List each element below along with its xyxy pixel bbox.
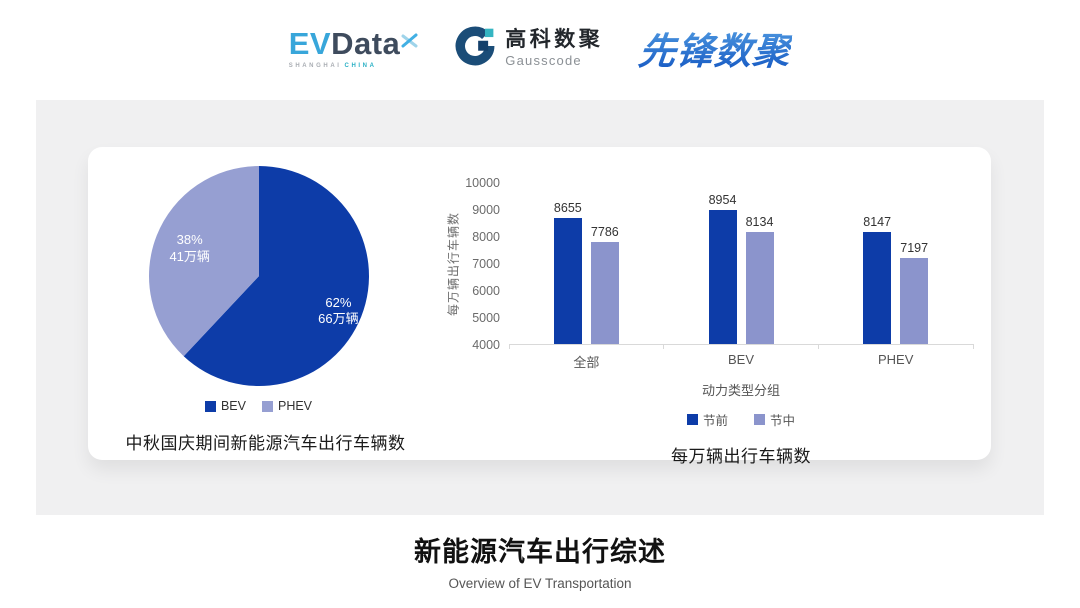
bar-with-label: 8655 bbox=[553, 201, 582, 344]
y-tick-label: 5000 bbox=[472, 311, 500, 325]
bar-with-label: 8147 bbox=[863, 215, 892, 344]
evdata-logo: EV Data SHANGHAI CHINA bbox=[289, 28, 419, 69]
bar-value-label: 8147 bbox=[863, 215, 892, 230]
pie-slice-bev bbox=[183, 166, 369, 386]
bar-with-label: 8954 bbox=[708, 193, 737, 344]
gausscode-logo: 高科数聚 Gausscode bbox=[454, 25, 603, 72]
y-tick-label: 10000 bbox=[465, 176, 500, 190]
footer: 新能源汽车出行综述 Overview of EV Transportation bbox=[0, 530, 1080, 591]
bar-chart: 每万辆出行车辆数 10000 9000 8000 7000 6000 5000 4000 8… bbox=[443, 176, 974, 352]
bar-value-label: 8134 bbox=[745, 215, 774, 230]
evdata-data-text: Data bbox=[331, 25, 401, 61]
pie-legend: BEV PHEV bbox=[204, 399, 313, 413]
bar-chart-section: 每万辆出行车辆数 10000 9000 8000 7000 6000 5000 4000 8… bbox=[443, 147, 991, 466]
pie-bev-amount: 66万辆 bbox=[318, 311, 359, 327]
legend-item: 节前 bbox=[686, 410, 728, 429]
bar-group: 8655 7786 bbox=[509, 201, 664, 344]
bar-with-label: 7197 bbox=[900, 240, 929, 344]
pie-phev-percent: 38% bbox=[176, 232, 203, 248]
evdata-wordmark: EV Data bbox=[289, 28, 419, 59]
charts-card: 62% 66万辆 38% 41万辆 BEV PHEV 中秋国庆期间新能源汽车 bbox=[88, 147, 991, 466]
bar-value-label: 8655 bbox=[553, 201, 582, 216]
y-axis-title: 每万辆出行车辆数 bbox=[446, 211, 461, 316]
y-axis-ticks: 10000 9000 8000 7000 6000 5000 4000 bbox=[463, 176, 509, 352]
bar-legend: 节前 节中 bbox=[509, 410, 973, 429]
x-axis-tick bbox=[663, 344, 665, 349]
bar-value-label: 8954 bbox=[708, 193, 737, 208]
evdata-ev-text: EV bbox=[288, 25, 332, 61]
bar-value-label: 7197 bbox=[900, 240, 929, 255]
y-tick-label: 9000 bbox=[472, 203, 500, 217]
bar-group: 8147 7197 bbox=[818, 215, 973, 344]
bar-PHEV-节前 bbox=[863, 232, 892, 344]
bar-with-label: 7786 bbox=[590, 224, 619, 344]
bar-全部-节前 bbox=[553, 218, 582, 344]
pie-legend-swatch bbox=[204, 400, 216, 412]
bar-group: 8954 8134 bbox=[664, 193, 819, 344]
bar-chart-title: 每万辆出行车辆数 bbox=[671, 447, 811, 466]
pie-chart-title: 中秋国庆期间新能源汽车出行车辆数 bbox=[125, 434, 406, 453]
page-title: 新能源汽车出行综述 bbox=[414, 537, 666, 567]
gausscode-en-text: Gausscode bbox=[505, 52, 582, 68]
pie-label-bev: 62% 66万辆 bbox=[318, 295, 358, 329]
pioneer-logo: 先锋数聚 bbox=[636, 21, 794, 75]
gausscode-text: 高科数聚 Gausscode bbox=[505, 28, 603, 67]
bar-BEV-节中 bbox=[745, 232, 774, 344]
category-row: 全部 BEV PHEV bbox=[509, 352, 973, 371]
page-subtitle: Overview of EV Transportation bbox=[448, 576, 632, 591]
pie-chart-section: 62% 66万辆 38% 41万辆 BEV PHEV 中秋国庆期间新能源汽车 bbox=[88, 147, 443, 460]
bar-value-label: 7786 bbox=[590, 224, 619, 239]
evdata-subtitle: SHANGHAI CHINA bbox=[289, 63, 377, 69]
category-label: 全部 bbox=[573, 355, 600, 370]
pie-label-phev: 38% 41万辆 bbox=[169, 232, 209, 266]
category-label: PHEV bbox=[877, 352, 914, 367]
pie-legend-swatch bbox=[261, 400, 273, 412]
legend-label: 节中 bbox=[770, 414, 796, 428]
legend-label: PHEV bbox=[277, 399, 313, 413]
pie-slice-phev bbox=[148, 166, 259, 357]
content-panel: 62% 66万辆 38% 41万辆 BEV PHEV 中秋国庆期间新能源汽车 bbox=[36, 100, 1044, 515]
y-tick-label: 8000 bbox=[472, 230, 500, 244]
bar-PHEV-节中 bbox=[900, 257, 929, 344]
pie-phev-amount: 41万辆 bbox=[169, 249, 210, 265]
legend-item: BEV bbox=[204, 399, 246, 413]
evdata-china-text: CHINA bbox=[344, 62, 377, 69]
bar-with-label: 8134 bbox=[745, 215, 774, 344]
y-tick-label: 7000 bbox=[472, 257, 500, 271]
gausscode-logo-icon bbox=[454, 25, 496, 72]
bar-plot: 8655 7786 8954 8134 8147 7197 bbox=[508, 182, 974, 349]
legend-swatch bbox=[754, 414, 765, 425]
y-axis-title-wrap: 每万辆出行车辆数 bbox=[443, 182, 463, 345]
legend-label: BEV bbox=[220, 399, 246, 413]
gausscode-cn-text: 高科数聚 bbox=[505, 28, 604, 52]
pie-chart: 62% 66万辆 38% 41万辆 bbox=[148, 165, 370, 387]
y-tick-label: 6000 bbox=[472, 284, 500, 298]
evdata-shanghai-text: SHANGHAI bbox=[288, 62, 342, 69]
header-logos: EV Data SHANGHAI CHINA 高科数聚 Gausscode 先锋数 bbox=[0, 16, 1080, 80]
x-axis-tick bbox=[508, 344, 510, 349]
y-tick-label: 4000 bbox=[472, 338, 500, 352]
legend-item: 节中 bbox=[754, 410, 795, 429]
x-axis-tick bbox=[972, 344, 974, 349]
bar-全部-节中 bbox=[590, 241, 619, 344]
category-label: BEV bbox=[728, 352, 755, 367]
x-axis-tick bbox=[817, 344, 819, 349]
x-axis-title: 动力类型分组 bbox=[701, 383, 780, 398]
pie-bev-percent: 62% bbox=[325, 294, 352, 310]
legend-label: 节前 bbox=[702, 414, 728, 428]
legend-item: PHEV bbox=[261, 399, 313, 413]
evdata-x-icon bbox=[401, 23, 418, 54]
legend-swatch bbox=[686, 414, 698, 425]
bar-BEV-节前 bbox=[708, 210, 737, 344]
pie-svg bbox=[148, 166, 369, 386]
